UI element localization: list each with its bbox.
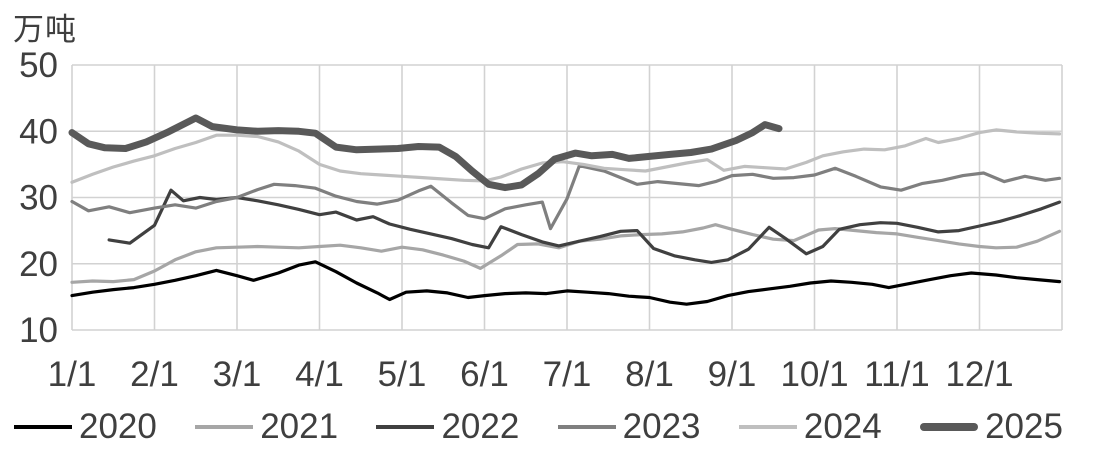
chart-legend: 2020 2021 2022 2023 2024 2025 — [14, 405, 1063, 449]
x-axis-tick-label: 11/1 — [864, 355, 930, 394]
x-axis-tick-label: 9/1 — [708, 355, 757, 394]
series-2022-line — [107, 188, 1062, 264]
x-axis-tick-label: 4/1 — [295, 355, 344, 394]
legend-item-2020: 2020 — [14, 407, 157, 447]
legend-swatch-2022 — [376, 425, 435, 429]
legend-swatch-2021 — [195, 425, 254, 429]
series-2023-line — [70, 164, 1062, 231]
legend-label-2020: 2020 — [79, 407, 157, 446]
legend-swatch-2023 — [557, 425, 616, 429]
legend-swatch-2025 — [920, 423, 979, 431]
legend-swatch-2024 — [738, 425, 797, 429]
series-2025-line — [68, 114, 783, 192]
legend-item-2021: 2021 — [195, 407, 338, 447]
x-axis-tick-label: 1/1 — [48, 355, 97, 394]
series-2020-line — [70, 260, 1062, 306]
legend-label-2024: 2024 — [803, 407, 882, 446]
x-axis-tick-label: 5/1 — [378, 355, 427, 394]
x-axis-tick-label: 7/1 — [543, 355, 592, 394]
x-axis-tick-label: 8/1 — [625, 355, 674, 394]
y-axis-unit-label: 万吨 — [13, 12, 77, 47]
y-axis-tick-label: 30 — [19, 179, 58, 218]
x-axis-tick-label: 12/1 — [945, 355, 1013, 394]
legend-label-2022: 2022 — [441, 407, 520, 446]
legend-item-2023: 2023 — [557, 407, 701, 447]
legend-label-2021: 2021 — [260, 407, 339, 446]
y-axis-tick-label: 50 — [19, 46, 58, 85]
y-axis-tick-label: 40 — [19, 112, 58, 151]
y-axis-tick-label: 10 — [19, 311, 58, 350]
legend-item-2022: 2022 — [376, 407, 519, 447]
legend-swatch-2020 — [14, 425, 72, 429]
legend-item-2024: 2024 — [738, 407, 882, 447]
series-2024-line — [70, 128, 1062, 184]
legend-label-2023: 2023 — [622, 407, 701, 446]
y-axis-tick-label: 20 — [19, 245, 58, 284]
x-axis-tick-label: 10/1 — [780, 355, 848, 394]
x-axis-tick-label: 6/1 — [460, 355, 509, 394]
x-axis-tick-label: 2/1 — [130, 355, 179, 394]
legend-item-2025: 2025 — [920, 407, 1063, 447]
legend-label-2025: 2025 — [985, 407, 1063, 446]
x-axis-tick-label: 3/1 — [213, 355, 262, 394]
series-2021-line — [70, 223, 1062, 284]
